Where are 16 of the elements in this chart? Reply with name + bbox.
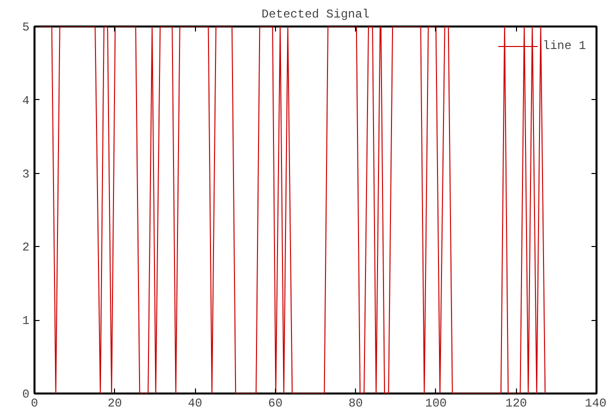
x-tick-label: 40	[188, 396, 202, 410]
y-tick-label: 4	[22, 94, 30, 108]
x-tick-label: 100	[425, 396, 447, 410]
y-tick-label: 5	[22, 20, 30, 34]
legend-label: line 1	[542, 39, 586, 53]
x-tick-label: 0	[30, 396, 38, 410]
y-tick-label: 0	[22, 388, 30, 402]
y-tick-label: 3	[22, 167, 30, 182]
x-tick-label: 20	[108, 396, 122, 410]
x-tick-label: 80	[348, 396, 363, 410]
x-tick-label: 60	[268, 396, 283, 410]
chart-title: Detected Signal	[261, 8, 370, 22]
y-tick-label: 2	[22, 240, 30, 255]
x-tick-label: 140	[584, 396, 606, 410]
x-tick-label: 120	[505, 396, 528, 410]
y-tick-label: 1	[22, 314, 30, 328]
